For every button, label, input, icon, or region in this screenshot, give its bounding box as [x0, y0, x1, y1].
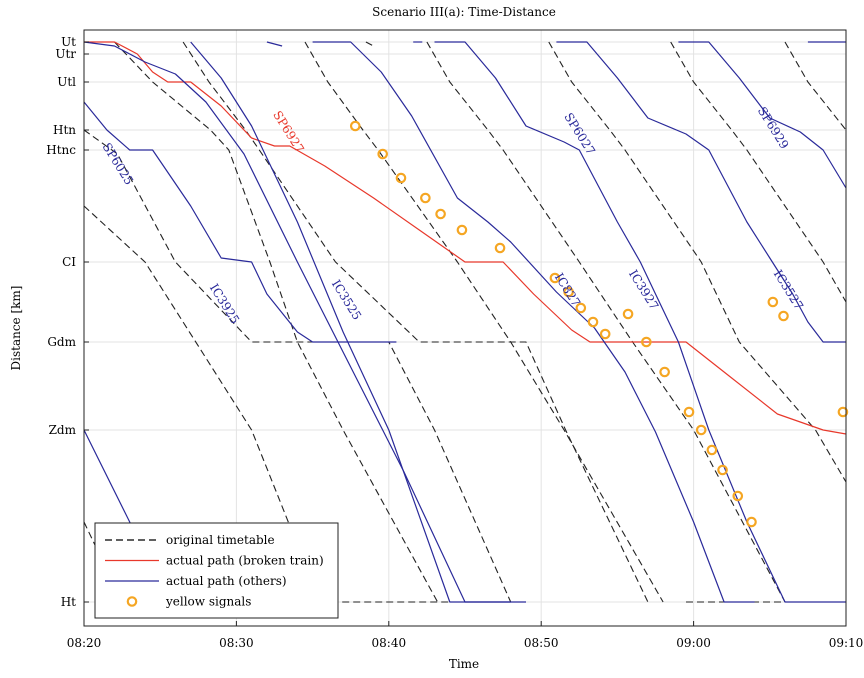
yellow-signal-marker [563, 286, 574, 298]
yellow-signal-marker [622, 308, 634, 320]
y-tick-label: Gdm [47, 335, 76, 349]
chart-title: Scenario III(a): Time-Distance [372, 5, 556, 19]
other-train-path [434, 41, 846, 603]
yellow-signal-marker [695, 424, 707, 436]
legend: original timetable actual path (broken tr… [94, 522, 339, 619]
other-train-path [556, 41, 846, 343]
timetable-path [670, 41, 847, 303]
yellow-signals [349, 120, 849, 528]
legend-label: actual path (broken train) [166, 554, 324, 568]
yellow-signal-marker [717, 464, 728, 476]
legend-label: yellow signals [165, 595, 251, 609]
timetable-path [365, 41, 374, 47]
x-tick-label: 09:10 [829, 636, 864, 650]
yellow-signal-marker [435, 208, 446, 220]
y-tick-label: Zdm [49, 423, 77, 437]
timetable-path [182, 41, 649, 603]
timetable-path [426, 41, 786, 603]
x-tick-label: 09:00 [676, 636, 711, 650]
yellow-signal-marker [778, 310, 789, 322]
legend-label: actual path (others) [166, 574, 287, 588]
yellow-signal-marker [732, 490, 744, 502]
yellow-signal-marker [456, 224, 468, 236]
timetable-path [114, 41, 439, 603]
timetable-path [784, 41, 847, 131]
x-tick-label: 08:30 [219, 636, 254, 650]
yellow-signal-marker [746, 516, 757, 528]
yellow-signal-marker [706, 444, 718, 456]
x-axis-label: Time [449, 657, 479, 671]
legend-label: original timetable [166, 533, 275, 547]
series-layer [83, 41, 847, 603]
timetable-path [548, 41, 847, 483]
yellow-signal-marker [575, 302, 587, 314]
x-tick-label: 08:40 [372, 636, 407, 650]
yellow-signal-marker [377, 148, 389, 160]
y-tick-label: CI [62, 255, 76, 269]
other-train-path [83, 41, 526, 603]
other-train-path [266, 41, 283, 47]
yellow-signal-marker [349, 120, 361, 132]
other-train-path [190, 41, 511, 603]
yellow-signal-marker [420, 192, 431, 204]
y-tick-label: Utl [57, 75, 76, 89]
x-tick-label: 08:20 [67, 636, 102, 650]
yellow-signal-marker [659, 366, 670, 378]
plot-frame [83, 29, 847, 627]
yellow-signal-marker [641, 336, 652, 348]
yellow-signal-marker [587, 316, 599, 328]
broken-train-path [84, 41, 847, 435]
y-tick-label: Htnc [46, 143, 76, 157]
yellow-signal-marker [549, 272, 561, 284]
yellow-signal-marker [837, 406, 849, 418]
yellow-signal-marker [767, 296, 779, 308]
x-axis-ticks: 08:20 08:30 08:40 08:50 09:00 09:10 [67, 621, 864, 650]
timetable-path [304, 41, 664, 603]
other-train-path [312, 41, 755, 603]
timetable-path [83, 129, 512, 603]
yellow-signal-marker [395, 172, 407, 184]
y-tick-label: Utr [55, 47, 76, 61]
y-tick-label: Ut [61, 35, 76, 49]
x-tick-label: 08:50 [524, 636, 559, 650]
y-axis-label: Distance [km] [9, 286, 23, 371]
other-train-path [83, 101, 397, 343]
legend-swatch [126, 596, 138, 607]
yellow-signal-marker [494, 242, 506, 254]
y-tick-label: Htn [53, 123, 76, 137]
yellow-signal-marker [683, 406, 695, 418]
timetable-path [83, 205, 321, 603]
yellow-signal-marker [599, 328, 611, 340]
y-tick-label: Ht [61, 595, 76, 609]
other-train-path [678, 41, 847, 189]
